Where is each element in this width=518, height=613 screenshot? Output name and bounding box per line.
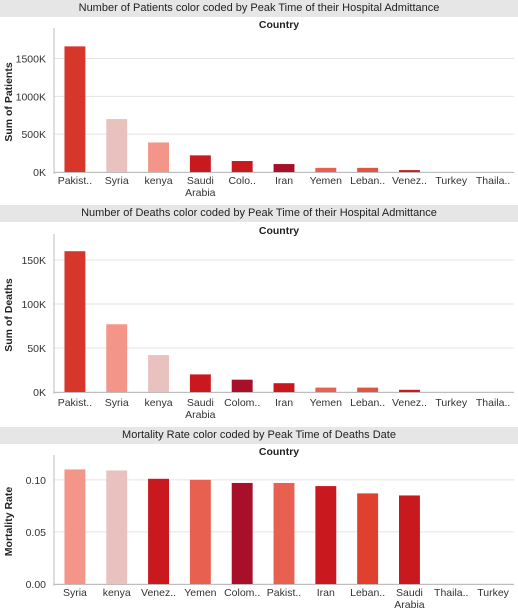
x-tick-label: Iran (317, 587, 335, 599)
x-tick-label: kenya (145, 175, 173, 187)
bar (64, 469, 86, 584)
x-tick-label: Iran (275, 397, 293, 409)
bar (399, 170, 420, 172)
x-tick-label: Arabia (185, 409, 216, 421)
x-tick-label: Syria (105, 397, 129, 409)
x-tick-label: Turkey (477, 587, 509, 599)
x-tick-label: Turkey (435, 175, 467, 187)
bar (189, 155, 211, 172)
bar (231, 482, 253, 584)
bar (106, 119, 128, 172)
x-tick-label: Yemen (184, 587, 216, 599)
x-tick-label: Yemen (310, 397, 342, 409)
bar (357, 387, 379, 392)
x-tick-label: Yemen (310, 175, 342, 187)
x-tick-label: Venez.. (392, 175, 427, 187)
x-tick-label: Iran (275, 175, 293, 187)
x-tick-label: Arabia (185, 187, 216, 199)
bar (106, 324, 128, 392)
chart-3-mortality: 0.00 0.05 0.10 Mortality Rate Syria kenya Vene… (3, 455, 514, 611)
chart-2-deaths: 0K 50K 100K 150K Sum of Deaths Pakist.. Syria k… (3, 234, 514, 421)
bar (399, 495, 420, 584)
chart-1-country-header: Country (258, 19, 300, 31)
bar (315, 486, 337, 584)
x-tick-label: Turkey (435, 397, 467, 409)
chart-3-title: Mortality Rate color coded by Peak Time … (0, 427, 518, 444)
y-tick-label: 0K (33, 167, 46, 179)
x-tick-label: Saudi (187, 175, 214, 187)
x-tick-label: Leban.. (350, 587, 385, 599)
bar (357, 167, 379, 172)
x-tick-label: kenya (145, 397, 173, 409)
bar (273, 482, 295, 584)
x-tick-label: Colo.. (228, 175, 255, 187)
y-tick-label: 0.00 (26, 579, 47, 591)
x-tick-label: Thaila.. (434, 587, 468, 599)
x-tick-label: kenya (103, 587, 131, 599)
x-tick-label: Thaila.. (476, 175, 510, 187)
x-tick-label: Colom.. (224, 397, 260, 409)
y-tick-label: 0.10 (26, 475, 47, 487)
x-tick-label: Venez.. (141, 587, 176, 599)
y-tick-label: 1500K (16, 53, 46, 65)
bar (315, 387, 337, 392)
x-tick-label: Saudi (187, 397, 214, 409)
bar (148, 142, 169, 172)
bar (64, 251, 86, 392)
x-tick-label: Leban.. (350, 397, 385, 409)
bar (357, 493, 379, 584)
bar (399, 389, 420, 392)
x-tick-label: Venez.. (392, 397, 427, 409)
y-tick-label: 0.05 (26, 527, 47, 539)
x-tick-label: Leban.. (350, 175, 385, 187)
y-tick-label: 0K (33, 387, 46, 399)
x-tick-label: Arabia (394, 599, 425, 611)
y-axis-label: Sum of Patients (3, 62, 15, 142)
chart-1-title: Number of Patients color coded by Peak T… (0, 0, 518, 17)
chart-3-country-header: Country (258, 446, 300, 458)
x-tick-label: Pakist.. (267, 587, 301, 599)
bar (148, 478, 169, 584)
chart-2-title: Number of Deaths color coded by Peak Tim… (0, 205, 518, 222)
bar (148, 355, 169, 392)
y-tick-label: 50K (27, 343, 46, 355)
bar (315, 167, 337, 172)
y-tick-label: 500K (21, 129, 46, 141)
x-tick-label: Saudi (396, 587, 423, 599)
x-tick-label: Syria (105, 175, 129, 187)
x-tick-label: Pakist.. (58, 175, 92, 187)
bar (189, 374, 211, 392)
y-axis-label: Mortality Rate (3, 487, 15, 557)
chart-2-country-header: Country (258, 225, 300, 237)
x-tick-label: Pakist.. (58, 397, 92, 409)
bar (231, 379, 253, 392)
y-tick-label: 150K (21, 255, 46, 267)
y-tick-label: 1000K (16, 91, 46, 103)
bar (231, 161, 253, 172)
x-tick-label: Colom.. (224, 587, 260, 599)
x-tick-label: Syria (63, 587, 87, 599)
bar (64, 46, 86, 172)
bar (106, 470, 128, 584)
y-tick-label: 100K (21, 299, 46, 311)
bar (189, 479, 211, 584)
bar (273, 164, 295, 172)
x-tick-label: Thaila.. (476, 397, 510, 409)
y-axis-label: Sum of Deaths (3, 278, 15, 352)
bar (273, 383, 295, 392)
